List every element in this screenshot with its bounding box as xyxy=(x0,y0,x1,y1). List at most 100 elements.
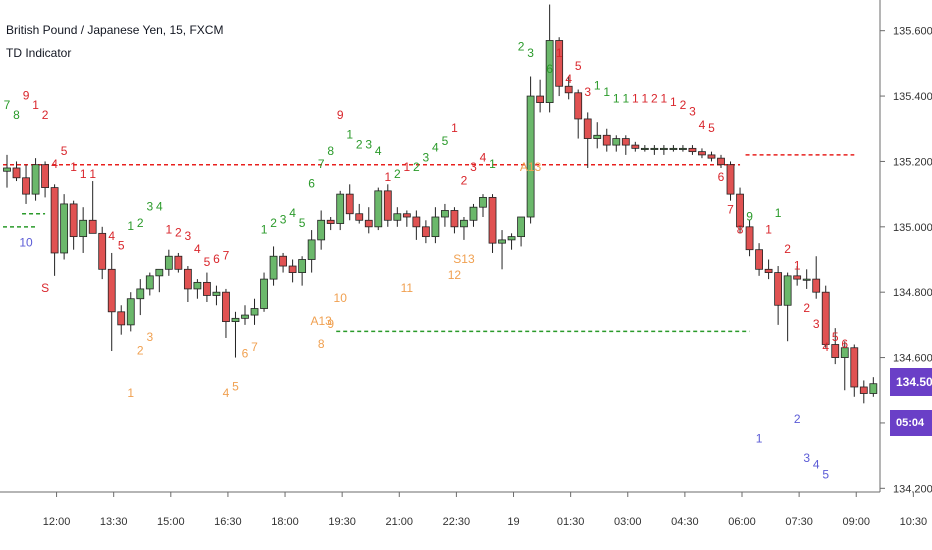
td-count-label: 1 xyxy=(165,222,172,236)
td-count-label: 1 xyxy=(80,167,87,181)
td-count-label: 3 xyxy=(803,451,810,465)
candle-body xyxy=(126,298,135,326)
td-count-label: 8 xyxy=(737,222,744,236)
candle-body xyxy=(383,190,392,221)
td-count-label: 3 xyxy=(185,229,192,243)
td-count-label: 5 xyxy=(61,144,68,158)
td-count-label: 6 xyxy=(213,252,220,266)
td-count-label: 5 xyxy=(204,255,211,269)
x-tick-label: 07:30 xyxy=(785,516,813,528)
td-count-label: 1 xyxy=(70,160,77,174)
td-count-label: 6 xyxy=(841,337,848,351)
candle-body xyxy=(60,203,69,254)
td-count-label: 1 xyxy=(670,95,677,109)
td-count-label: 3 xyxy=(813,317,820,331)
td-count-label: 6 xyxy=(308,177,315,191)
last-price-label: 134.502 xyxy=(890,368,932,396)
td-count-label: 5 xyxy=(232,379,239,393)
candle-body xyxy=(621,138,630,146)
td-count-label: 6 xyxy=(242,347,249,361)
x-tick-label: 18:00 xyxy=(271,516,299,528)
candle-body xyxy=(574,92,583,120)
td-count-label: 3 xyxy=(470,160,477,174)
td-count-label: 2 xyxy=(803,301,810,315)
td-count-label: 8 xyxy=(318,337,325,351)
td-count-label: 1 xyxy=(594,79,601,93)
td-count-label: 5 xyxy=(118,239,125,253)
candle-body xyxy=(374,190,383,228)
td-count-label: 8 xyxy=(327,144,334,158)
td-count-label: 4 xyxy=(51,157,58,171)
td-count-label: 2 xyxy=(518,39,525,53)
candle-body xyxy=(850,347,859,388)
candle-body xyxy=(3,167,11,172)
td-count-label: 2 xyxy=(461,173,468,187)
candle-body xyxy=(145,275,154,290)
td-count-label: 9 xyxy=(337,108,344,122)
candle-body xyxy=(840,347,849,358)
candle-body xyxy=(326,219,335,224)
td-count-label: 3 xyxy=(423,150,430,164)
candle-body xyxy=(631,144,640,149)
candle-body xyxy=(583,118,592,139)
y-tick-label: 135.000 xyxy=(893,222,932,234)
td-count-label: 1 xyxy=(632,92,639,106)
candle-body xyxy=(679,147,687,150)
candle-body xyxy=(507,236,516,241)
candle-body xyxy=(183,268,192,290)
td-count-label: 4 xyxy=(432,141,439,155)
td-count-label: 7 xyxy=(251,340,258,354)
td-count-label: 1 xyxy=(384,170,391,184)
bar-countdown-label: 05:04 xyxy=(890,410,932,436)
td-count-label: 2 xyxy=(794,412,801,426)
td-count-label: 8 xyxy=(13,108,20,122)
td-count-label: 2 xyxy=(42,108,49,122)
td-count-label: 1 xyxy=(556,46,563,60)
candle-body xyxy=(193,281,202,290)
candle-body xyxy=(812,278,821,293)
candle-body xyxy=(241,314,249,319)
td-count-label: 1 xyxy=(127,219,134,233)
candle-body xyxy=(441,210,449,218)
candle-body xyxy=(31,164,40,195)
td-count-label: 1 xyxy=(756,432,763,446)
td-count-label: 2 xyxy=(175,226,182,240)
td-count-label: 5 xyxy=(832,330,839,344)
y-tick-label: 134.800 xyxy=(893,287,932,299)
candle-body xyxy=(421,226,430,238)
td-count-label: 2 xyxy=(137,216,144,230)
td-count-label: 7 xyxy=(727,203,734,217)
x-tick-label: 19 xyxy=(507,516,519,528)
candle-body xyxy=(107,268,116,313)
td-count-label: 9 xyxy=(746,209,753,223)
candle-body xyxy=(136,288,145,300)
candle-body xyxy=(774,272,783,306)
td-count-label: 10 xyxy=(19,235,33,249)
td-count-label: 5 xyxy=(708,121,715,135)
candle-body xyxy=(336,193,345,224)
candle-body xyxy=(88,219,97,234)
candle-body xyxy=(22,177,30,195)
td-count-label: 1 xyxy=(451,121,458,135)
td-count-label: 4 xyxy=(108,229,115,243)
td-count-label: 2 xyxy=(651,92,658,106)
td-count-label: 5 xyxy=(442,134,449,148)
td-count-label: 4 xyxy=(223,386,230,400)
td-count-label: 1 xyxy=(765,222,772,236)
candle-body xyxy=(659,147,668,150)
candle-body xyxy=(717,157,725,166)
td-count-label: 2 xyxy=(394,167,401,181)
td-count-label: 1 xyxy=(603,85,610,99)
candle-body xyxy=(831,344,840,358)
candle-body xyxy=(269,255,278,280)
x-tick-label: 22:30 xyxy=(443,516,471,528)
td-count-label: 1 xyxy=(127,386,134,400)
x-tick-label: 01:30 xyxy=(557,516,585,528)
td-count-label: 1 xyxy=(346,128,353,142)
td-count-label: 1 xyxy=(641,92,648,106)
y-tick-label: 135.600 xyxy=(893,26,932,38)
indicator-name: TD Indicator xyxy=(6,46,72,60)
candle-body xyxy=(707,154,716,159)
